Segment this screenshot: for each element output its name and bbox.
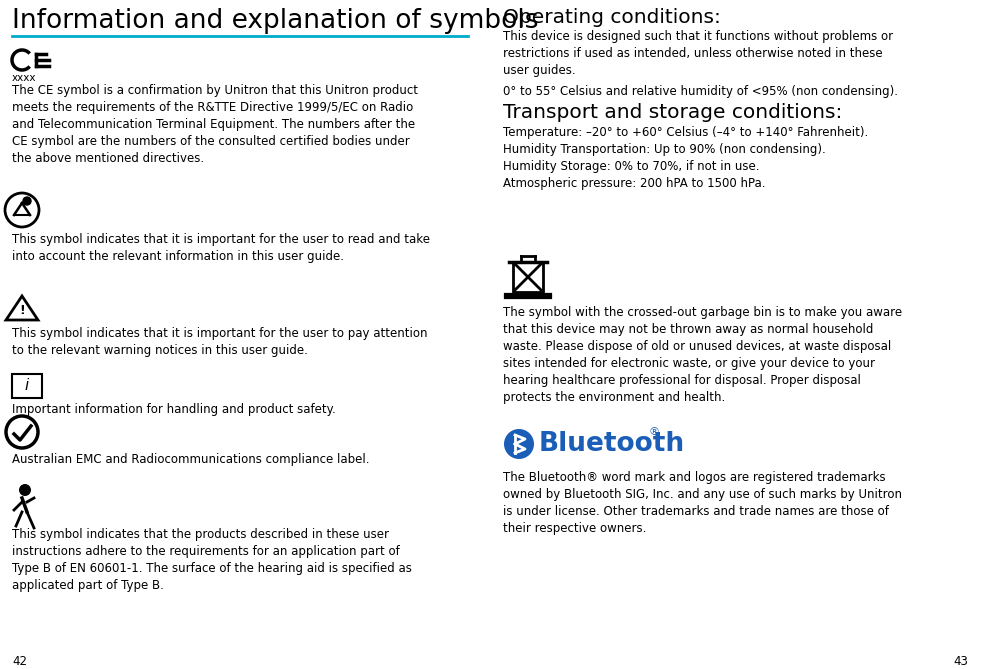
Text: This symbol indicates that it is important for the user to pay attention
to the : This symbol indicates that it is importa… <box>12 327 428 357</box>
Text: Important information for handling and product safety.: Important information for handling and p… <box>12 403 336 416</box>
Text: This symbol indicates that the products described in these user
instructions adh: This symbol indicates that the products … <box>12 528 412 592</box>
Text: i: i <box>25 379 30 393</box>
Text: !: ! <box>19 304 25 316</box>
Circle shape <box>19 484 31 496</box>
Circle shape <box>23 197 31 205</box>
Text: Australian EMC and Radiocommunications compliance label.: Australian EMC and Radiocommunications c… <box>12 453 370 466</box>
Text: The Bluetooth® word mark and logos are registered trademarks
owned by Bluetooth : The Bluetooth® word mark and logos are r… <box>503 471 902 535</box>
Text: ®: ® <box>649 427 660 437</box>
Text: 0° to 55° Celsius and relative humidity of <95% (non condensing).: 0° to 55° Celsius and relative humidity … <box>503 85 898 98</box>
Text: This device is designed such that it functions without problems or
restrictions : This device is designed such that it fun… <box>503 30 893 77</box>
Text: Transport and storage conditions:: Transport and storage conditions: <box>503 103 842 122</box>
Text: Information and explanation of symbols: Information and explanation of symbols <box>12 8 538 34</box>
Text: The CE symbol is a confirmation by Unitron that this Unitron product
meets the r: The CE symbol is a confirmation by Unitr… <box>12 84 418 165</box>
Text: 42: 42 <box>12 655 27 668</box>
Text: Temperature: –20° to +60° Celsius (–4° to +140° Fahrenheit).
Humidity Transporta: Temperature: –20° to +60° Celsius (–4° t… <box>503 126 869 190</box>
Text: This symbol indicates that it is important for the user to read and take
into ac: This symbol indicates that it is importa… <box>12 233 430 263</box>
Text: xxxx: xxxx <box>12 73 36 83</box>
Text: Operating conditions:: Operating conditions: <box>503 8 721 27</box>
Circle shape <box>504 429 534 459</box>
Text: 43: 43 <box>953 655 968 668</box>
Text: Bluetooth: Bluetooth <box>539 431 685 457</box>
Text: The symbol with the crossed-out garbage bin is to make you aware
that this devic: The symbol with the crossed-out garbage … <box>503 306 902 404</box>
